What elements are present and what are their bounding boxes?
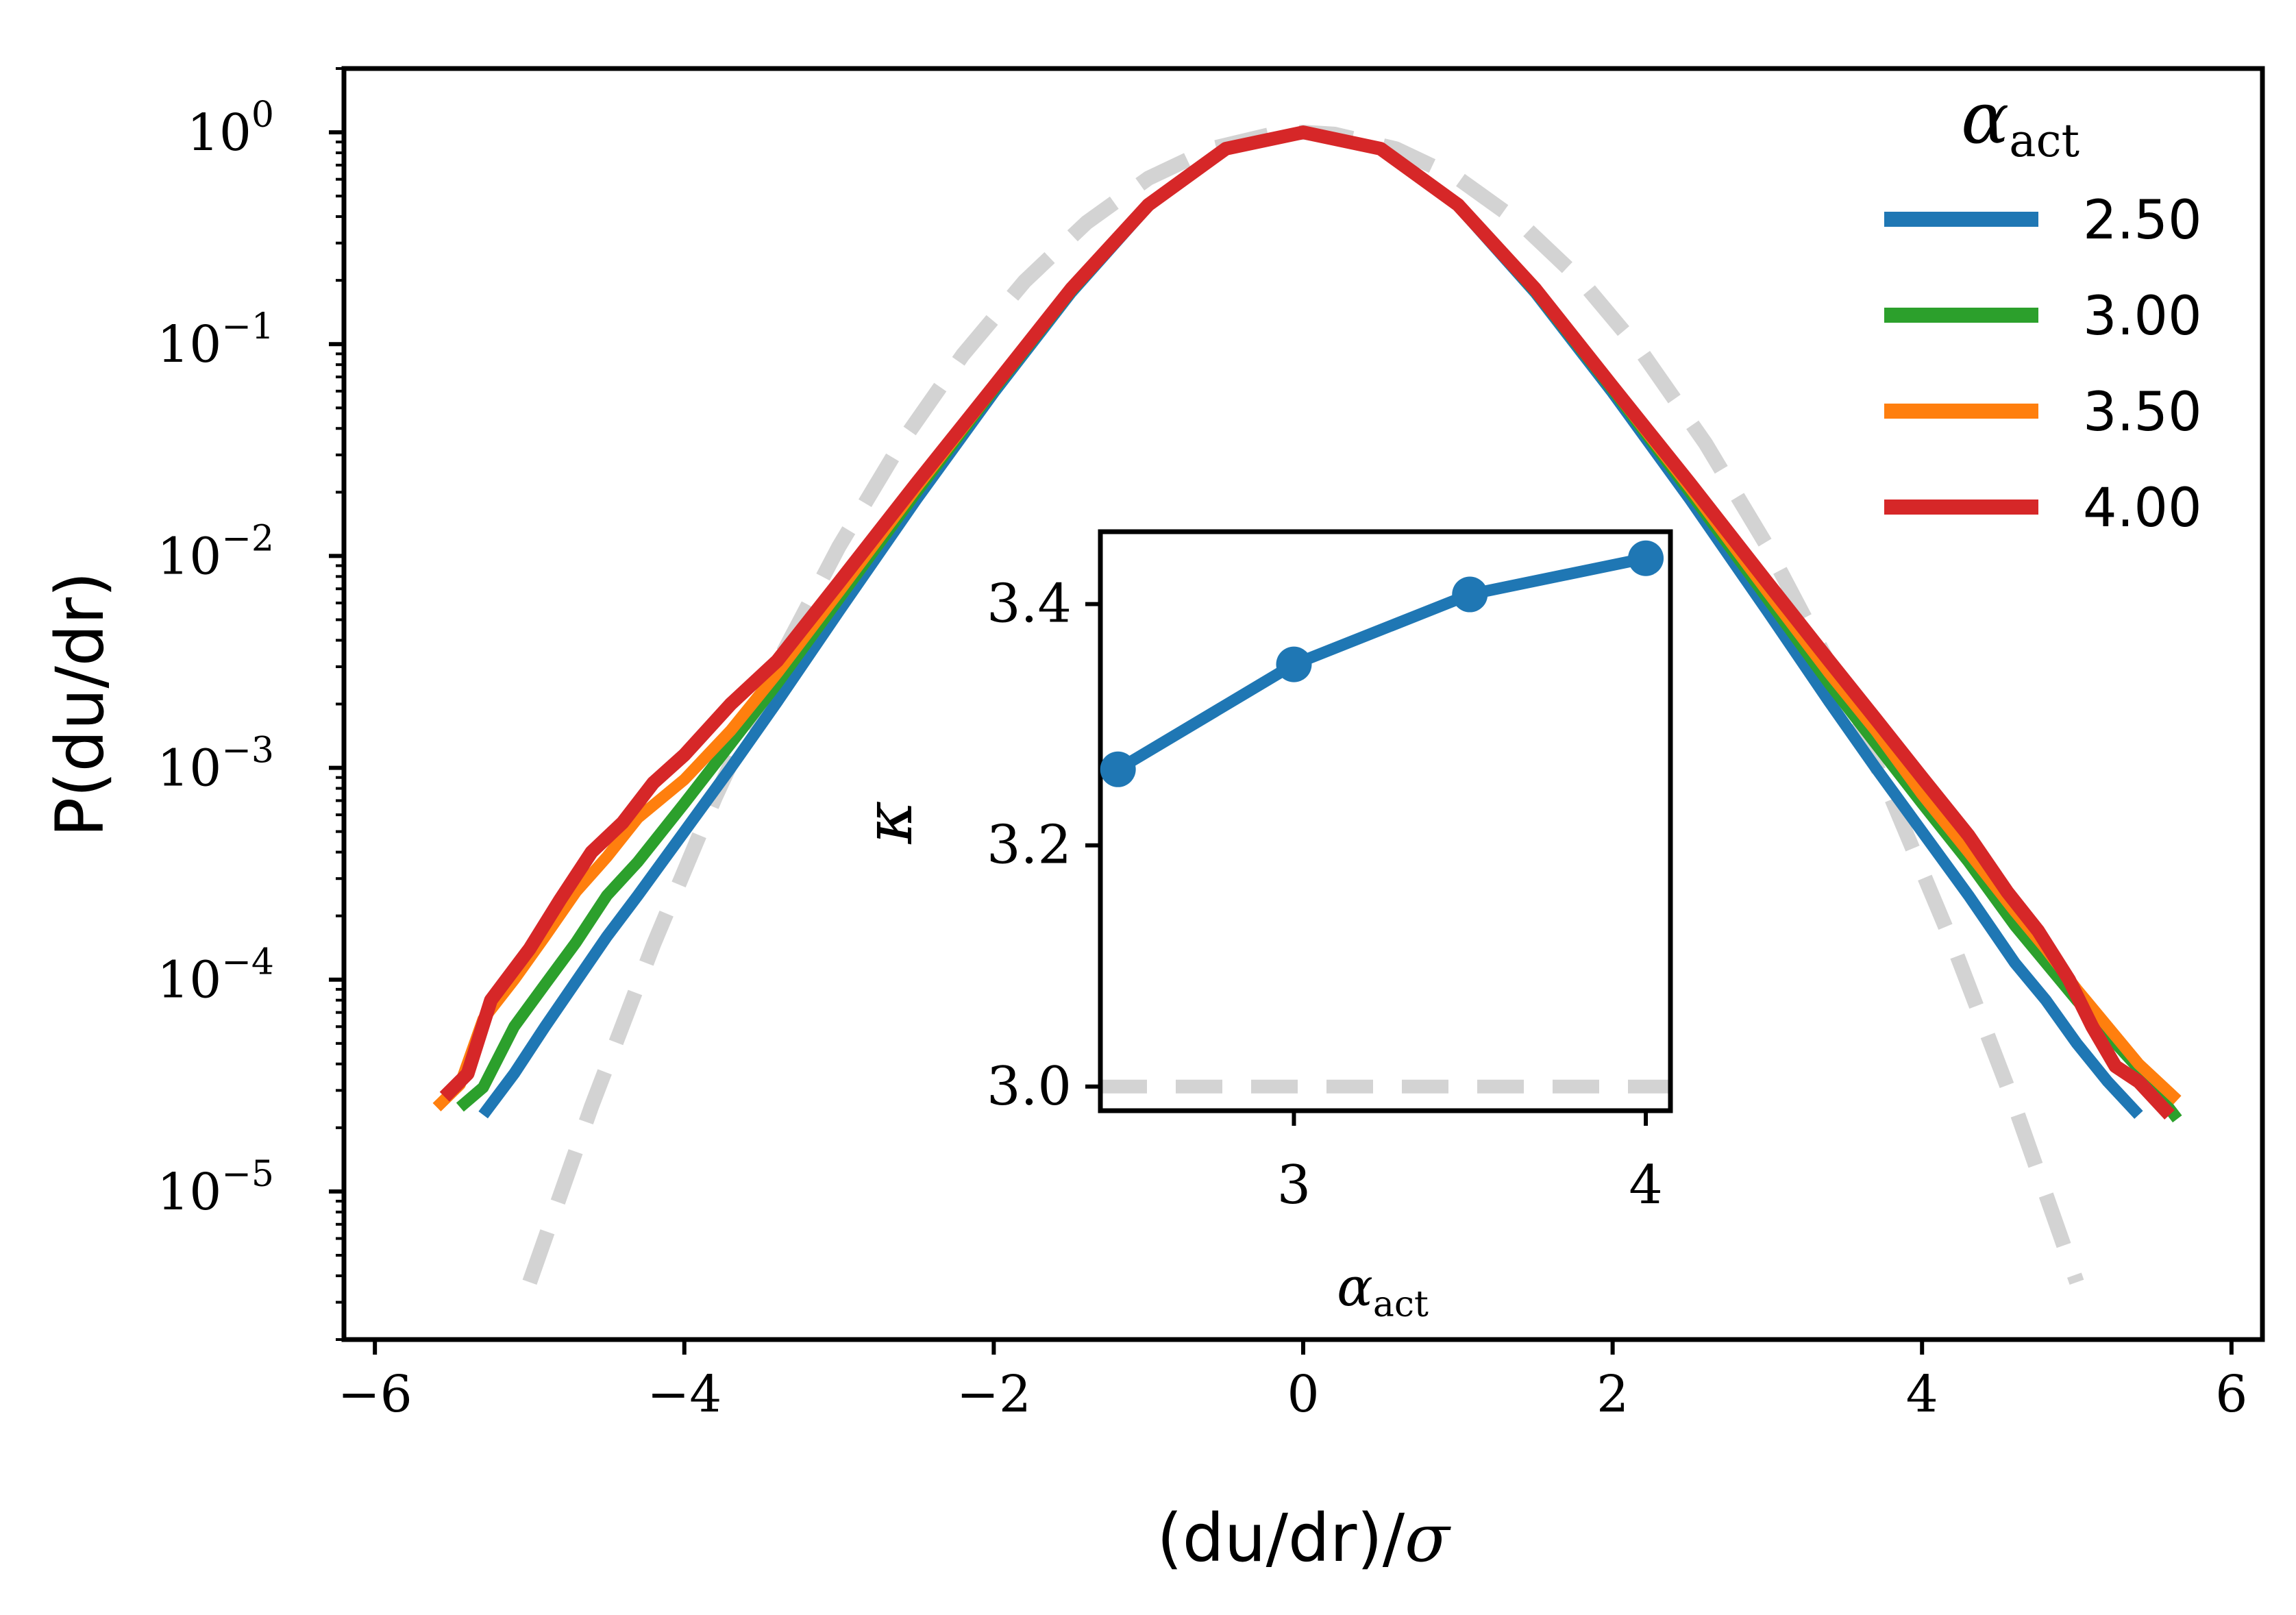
inset-x-tick-label: 3 <box>1277 1155 1311 1216</box>
legend-label-3-00: 3.00 <box>2083 286 2202 347</box>
y-tick-label-exponent: −3 <box>221 730 274 772</box>
series-layer <box>432 125 2182 1123</box>
x-tick-label: 2 <box>1596 1365 1629 1424</box>
main-x-axis-label: (du/dr)/σ <box>1157 1500 1451 1577</box>
legend-label-2-50: 2.50 <box>2083 190 2202 251</box>
inset-markers-layer <box>1100 540 1664 787</box>
y-tick-label: 10−2 <box>157 518 274 586</box>
legend-title: αact <box>1961 76 2079 167</box>
y-tick-label: 10−3 <box>157 730 274 798</box>
main-x-axis-ticks: −6 −4 −2 0 2 4 6 <box>338 1340 2247 1424</box>
legend-label-3-50: 3.50 <box>2083 382 2202 443</box>
inset-y-tick-label: 3.2 <box>987 815 1072 876</box>
y-tick-label-base: 10 <box>157 315 221 374</box>
y-tick-label: 10−4 <box>157 942 274 1010</box>
x-tick-label: −2 <box>956 1365 1031 1424</box>
y-tick-label-exponent: 0 <box>251 95 274 136</box>
x-tick-label: 0 <box>1287 1365 1319 1424</box>
main-y-axis-label: P(du/dr) <box>42 571 119 837</box>
legend-title-alpha: α <box>1961 76 2009 160</box>
y-tick-label-base: 10 <box>157 527 221 586</box>
inset-y-axis-ticks: 3.0 3.2 3.4 <box>987 574 1100 1118</box>
series-line-4-00 <box>439 125 2175 1120</box>
x-tick-label: 4 <box>1906 1365 1938 1424</box>
inset-y-tick-label: 3.4 <box>987 574 1072 635</box>
y-tick-label-base: 10 <box>187 103 251 162</box>
y-tick-label-base: 10 <box>157 1163 221 1222</box>
y-tick-label: 10−5 <box>157 1154 274 1222</box>
inset-series-layer <box>1115 552 1647 775</box>
inset-x-label-subscript: act <box>1373 1284 1429 1325</box>
y-tick-label-exponent: −1 <box>221 306 274 347</box>
kurtosis-marker <box>1452 576 1488 613</box>
inset-y-axis-label: κ <box>850 801 927 845</box>
y-tick-label-exponent: −2 <box>221 518 274 559</box>
x-tick-label: 6 <box>2215 1365 2247 1424</box>
legend-label-4-00: 4.00 <box>2083 478 2202 539</box>
main-x-label-text: (du/dr)/ <box>1157 1500 1405 1577</box>
y-tick-label-exponent: −5 <box>221 1154 274 1195</box>
y-tick-label-exponent: −4 <box>221 942 274 983</box>
x-tick-label: −6 <box>338 1365 412 1424</box>
inset-y-tick-label: 3.0 <box>987 1056 1072 1118</box>
kurtosis-marker <box>1628 540 1664 576</box>
legend-title-subscript: act <box>2009 114 2079 167</box>
inset-x-axis-label: αact <box>1337 1257 1429 1325</box>
y-tick-label: 10−1 <box>157 306 274 374</box>
kurtosis-line <box>1115 552 1647 775</box>
kurtosis-marker <box>1100 751 1136 787</box>
inset-axes-frame <box>1098 529 1673 1113</box>
kurtosis-marker <box>1276 646 1312 682</box>
inset-x-label-alpha: α <box>1337 1257 1373 1318</box>
legend: αact 2.50 3.00 3.50 4.00 <box>1884 76 2202 539</box>
inset-x-tick-label: 4 <box>1629 1155 1663 1216</box>
main-x-label-sigma: σ <box>1405 1500 1451 1577</box>
y-tick-label-base: 10 <box>157 739 221 798</box>
x-tick-label: −4 <box>647 1365 721 1424</box>
inset-background <box>1100 532 1670 1111</box>
y-tick-label: 100 <box>187 95 274 162</box>
y-tick-label-base: 10 <box>157 951 221 1010</box>
